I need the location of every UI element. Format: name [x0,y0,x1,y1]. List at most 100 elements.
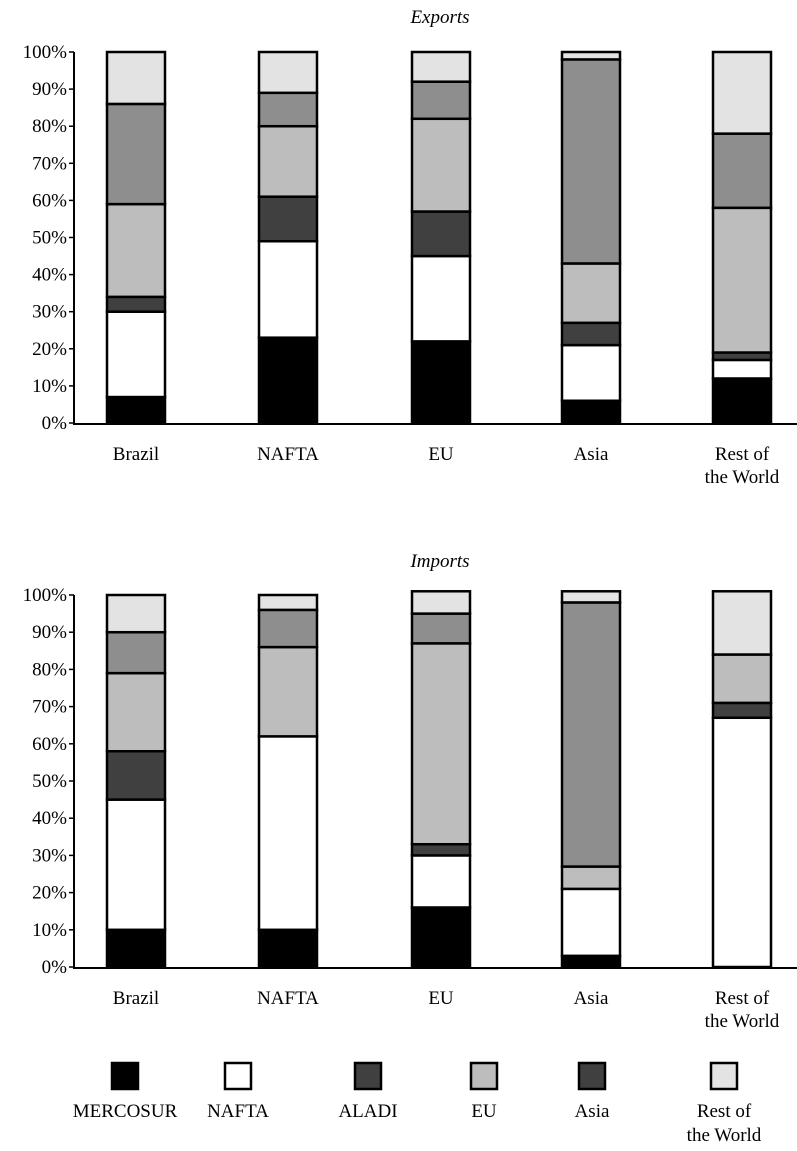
y-tick-label: 80% [32,659,67,680]
bar-segment-mercosur [257,928,319,969]
legend-label-line: Asia [575,1101,610,1122]
x-category-label-line: EU [428,444,454,465]
x-category-label: Brazil [113,444,159,465]
y-tick-label: 50% [32,228,67,249]
y-tick-label: 40% [32,808,67,829]
bar-segment-mercosur [410,340,472,425]
legend-label: NAFTA [207,1101,269,1122]
x-category-label-line: Asia [574,444,609,465]
bar-segment-rest-of-the-world [257,593,319,612]
x-category-label: EU [428,444,454,465]
x-category-label-line: Asia [574,988,609,1009]
bar-segment-nafta [560,343,622,402]
bar-segment-mercosur [105,395,167,425]
x-category-label-line: Rest of [715,444,770,465]
bar-segment-rest-of-the-world [257,50,319,95]
bar-segment-aladi [410,842,472,857]
y-tick-label: 10% [32,920,67,941]
bar-segment-aladi [257,195,319,243]
bar-segment-eu [257,124,319,198]
y-tick-label: 100% [23,585,68,606]
legend-label: Asia [575,1101,610,1122]
legend-label-line: NAFTA [207,1101,269,1122]
bar-segment-mercosur [105,928,167,969]
bar-segment-mercosur [560,399,622,425]
legend-label-line: Rest of [697,1101,752,1122]
x-category-label-line: NAFTA [257,444,319,465]
chart-title: Exports [409,7,469,28]
bar-segment-mercosur [560,954,622,969]
y-tick-label: 60% [32,190,67,211]
legend-label-line: MERCOSUR [73,1101,178,1122]
y-tick-label: 10% [32,376,67,397]
x-category-label: Rest of the World [705,988,780,1032]
y-tick-label: 90% [32,622,67,643]
bar-segment-nafta [410,254,472,343]
y-tick-label: 30% [32,302,67,323]
y-tick-label: 70% [32,697,67,718]
legend-label: EU [471,1101,497,1122]
bar-segment-rest-of-the-world [410,590,472,615]
x-category-label-line: Brazil [113,444,159,465]
y-tick-label: 50% [32,771,67,792]
bar-segment-aladi [105,749,167,801]
y-tick-label: 20% [32,339,67,360]
x-category-label: Asia [574,988,609,1009]
legend-swatch [709,1061,739,1091]
y-tick-label: 100% [23,42,68,63]
chart-panel-exports: Exports 0% 10% 20% 30% 40% 50% 60% 70% 80% 90% 100%… [23,7,797,488]
x-category-label-line: Rest of [715,988,770,1009]
bar-segment-mercosur [711,377,773,425]
bar-segment-aladi [410,210,472,258]
x-category-label: NAFTA [257,444,319,465]
bar-segment-rest-of-the-world [410,50,472,83]
bar-segment-mercosur [410,906,472,969]
y-tick-label: 0% [42,957,68,978]
bar-segment-eu [410,117,472,213]
bar-segment-asia [105,102,167,206]
legend-label-line: EU [471,1101,497,1122]
bar-segment-nafta [257,735,319,932]
bar-segment-asia [410,80,472,121]
bar-segment-rest-of-the-world [105,50,167,106]
x-category-label-line: Brazil [113,988,159,1009]
legend-label: ALADI [338,1101,397,1122]
bar-segment-rest-of-the-world [711,50,773,135]
bar-segment-rest-of-the-world [560,590,622,604]
legend-swatch [223,1061,253,1091]
bar-segment-nafta [560,887,622,958]
bar-segment-aladi [711,701,773,720]
x-category-label: Rest of the World [705,444,780,488]
x-category-label-line: the World [705,1011,780,1032]
bar-segment-eu [410,642,472,846]
legend-swatch [469,1061,499,1091]
y-tick-label: 70% [32,153,67,174]
chart-panel-imports: Imports 0% 10% 20% 30% 40% 50% 60% 70% 80% 90% 100%… [23,551,797,1032]
y-tick-label: 90% [32,79,67,100]
bar-segment-asia [560,58,622,265]
bar-segment-nafta [105,310,167,399]
y-tick-label: 0% [42,413,68,434]
bar-segment-asia [257,608,319,649]
bar-segment-eu [560,262,622,325]
bar-segment-aladi [105,295,167,313]
bar-segment-eu [105,671,167,753]
x-category-label-line: NAFTA [257,988,319,1009]
bar-segment-aladi [560,321,622,347]
legend-label: Rest of the World [687,1101,762,1146]
y-tick-label: 80% [32,116,67,137]
y-tick-label: 30% [32,845,67,866]
x-category-label: EU [428,988,454,1009]
bar-segment-rest-of-the-world [711,590,773,656]
bar-segment-mercosur [257,336,319,425]
legend: MERCOSUR NAFTA ALADI EU Asia Rest of the World [73,1061,762,1146]
bar-segment-asia [410,612,472,645]
bar-segment-nafta [105,798,167,932]
y-tick-label: 40% [32,265,67,286]
bar-segment-rest-of-the-world [560,50,622,61]
x-category-label-line: the World [705,467,780,488]
x-category-label: NAFTA [257,988,319,1009]
legend-swatch [110,1061,140,1091]
bar-segment-eu [711,206,773,354]
